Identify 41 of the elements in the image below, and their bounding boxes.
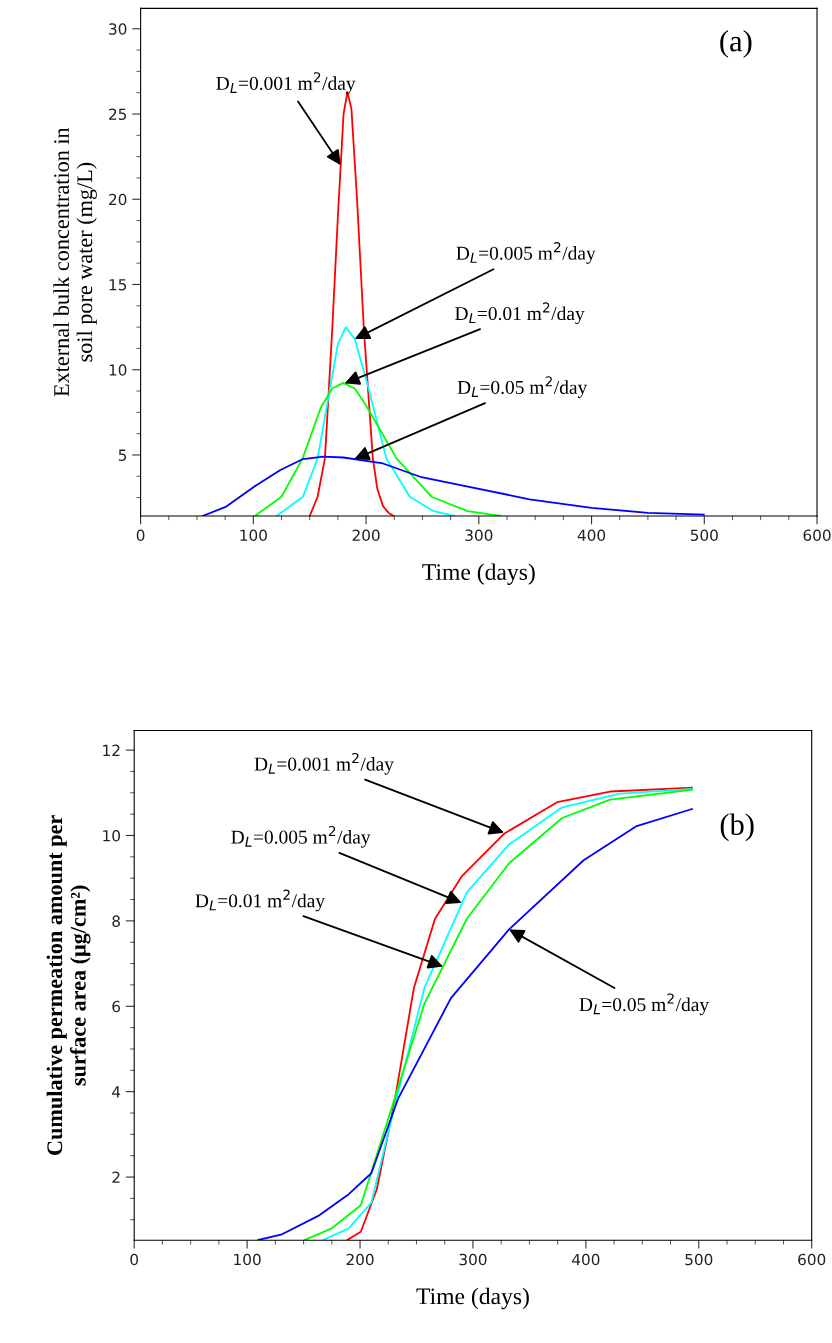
annotation: D$_{L}$=0.05 m$^{2}$/day	[457, 376, 588, 398]
x-tick-label: 300	[459, 1253, 487, 1266]
x-tick-label: 0	[130, 1253, 139, 1266]
x-tick-label: 400	[572, 1253, 600, 1266]
y-axis-title: External bulk concentration in soil pore water (mg/L)	[53, 127, 97, 397]
annotation: D$_{L}$=0.01 m$^{2}$/day	[195, 889, 325, 912]
y-tick-label: 15	[109, 279, 127, 291]
x-tick-label: 600	[798, 1253, 826, 1266]
y-axis-title: Cumulative permeation amount per surface area (μg/cm²)	[46, 815, 91, 1155]
line-series	[201, 455, 705, 516]
y-tick-label: 10	[109, 364, 127, 376]
y-tick-label: 10	[103, 829, 120, 842]
x-tick-label: 500	[685, 1253, 713, 1266]
y-tick-label: 20	[109, 193, 127, 206]
annotation: D$_{L}$=0.005 m$^{2}$/day	[456, 242, 596, 264]
annotation: D$_{L}$=0.001 m$^{2}$/day	[216, 72, 356, 94]
y-tick-label: 5	[118, 449, 127, 461]
y-tick-label: 25	[109, 108, 127, 121]
x-axis-title: Time (days)	[416, 1287, 529, 1310]
x-tick-label: 500	[690, 529, 718, 541]
x-tick-label: 200	[352, 529, 380, 541]
annotation: (b)	[720, 813, 754, 842]
annotation: (a)	[720, 30, 752, 58]
y-tick-label: 12	[103, 744, 120, 756]
y-tick-label: 8	[112, 915, 120, 927]
x-tick-label: 400	[577, 529, 606, 541]
annotation: D$_{L}$=0.001 m$^{2}$/day	[254, 752, 394, 775]
x-tick-label: 300	[465, 529, 493, 541]
y-tick-label: 2	[112, 1171, 120, 1183]
y-tick-label: 6	[112, 1000, 121, 1013]
y-tick-label: 30	[109, 23, 127, 35]
x-tick-label: 0	[136, 529, 145, 541]
x-tick-label: 100	[234, 1253, 261, 1266]
annotation: D$_{L}$=0.005 m$^{2}$/day	[231, 825, 371, 848]
y-tick-label: 4	[112, 1086, 121, 1098]
annotation: D$_{L}$=0.01 m$^{2}$/day	[455, 302, 585, 325]
x-tick-label: 600	[803, 529, 831, 541]
x-axis-title: Time (days)	[422, 563, 535, 585]
x-tick-label: 100	[240, 529, 267, 541]
annotation: D$_{L}$=0.05 m$^{2}$/day	[579, 993, 710, 1016]
x-tick-label: 200	[346, 1253, 374, 1266]
